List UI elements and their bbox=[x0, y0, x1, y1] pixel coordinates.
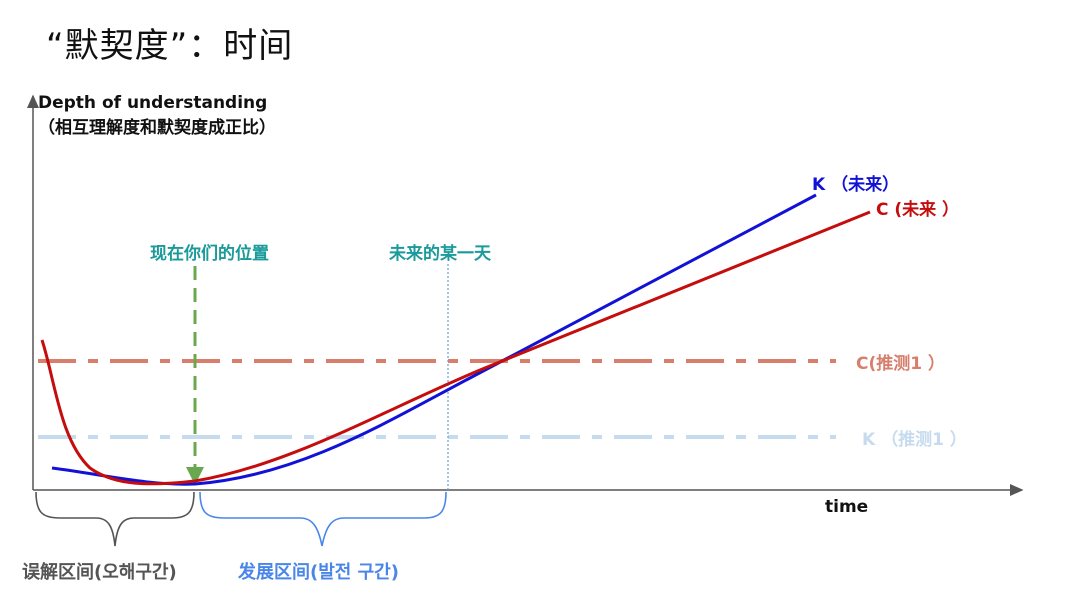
page-title: “默契度”：时间 bbox=[46, 26, 294, 66]
misunderstanding-brace bbox=[35, 491, 195, 547]
k-future-curve bbox=[51, 193, 817, 486]
k-future-label: K （未来） bbox=[812, 174, 899, 195]
c-future-curve bbox=[40, 210, 871, 486]
c-future-label: C (未来 ） bbox=[876, 199, 959, 220]
now-label: 现在你们的位置 bbox=[150, 243, 269, 264]
c-guess-label: C(推测1 ） bbox=[856, 353, 945, 374]
y-axis-label-line2: （相互理解度和默契度成正比） bbox=[38, 117, 276, 138]
development-brace bbox=[199, 491, 447, 547]
future-day-label: 未来的某一天 bbox=[388, 243, 492, 264]
misunderstanding-label: 误解区间(오해구간) bbox=[22, 561, 177, 583]
y-axis-label-line1: Depth of understanding bbox=[38, 93, 267, 113]
x-axis-label: time bbox=[825, 497, 868, 517]
now-arrowhead bbox=[186, 467, 204, 485]
development-label: 发展区间(발전 구간) bbox=[237, 561, 399, 583]
k-guess-label: K （推测1 ） bbox=[862, 429, 967, 450]
